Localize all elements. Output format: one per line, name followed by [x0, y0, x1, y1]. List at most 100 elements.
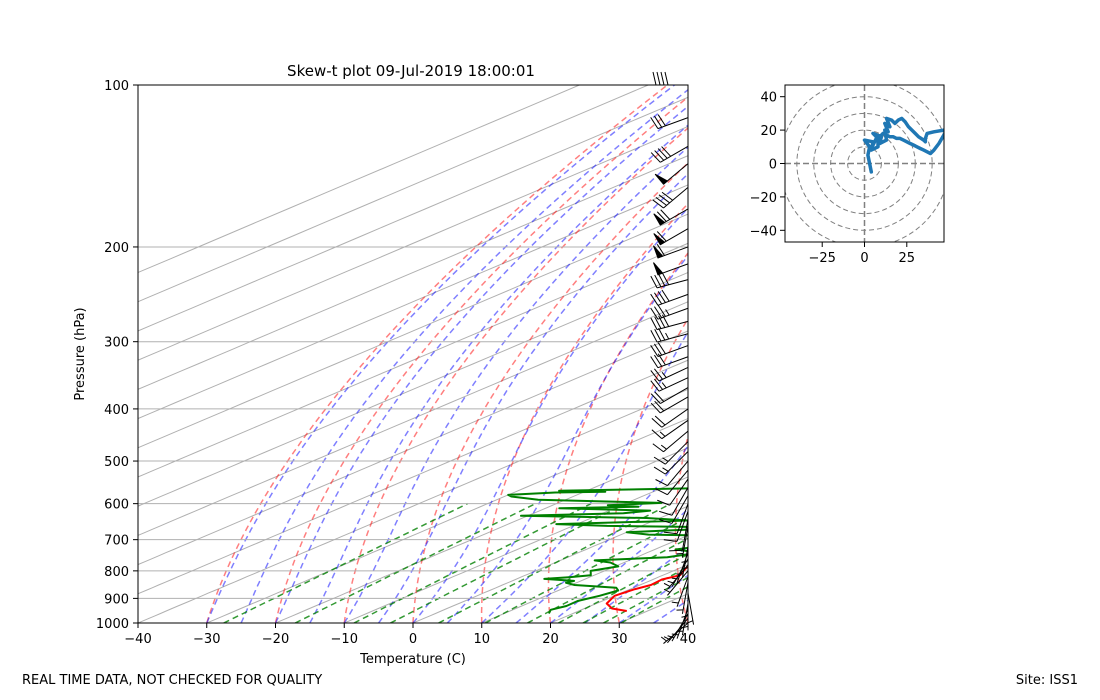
barb-full	[654, 368, 664, 380]
wind-barb	[650, 387, 689, 404]
barb-full	[661, 146, 672, 157]
hodograph-x-ticks: −25 0 25	[808, 242, 915, 266]
y-tick-label: 800	[104, 565, 129, 580]
y-tick-label: 600	[104, 498, 129, 513]
dry-adiabat-line	[795, 85, 988, 623]
isotherm-line	[412, 505, 688, 623]
moist-adiabat-line	[481, 330, 688, 623]
isotherm-line	[687, 622, 688, 623]
barb-full	[669, 549, 683, 552]
barb-full	[653, 466, 666, 475]
barb-staff	[660, 387, 689, 404]
isotherm-line	[206, 418, 688, 623]
barb-staff	[656, 320, 689, 331]
barb-staff	[687, 593, 695, 625]
barb-full	[658, 327, 666, 341]
hodograph-y-tick-label: 40	[760, 91, 777, 106]
moist-adiabat-line	[240, 88, 688, 623]
moist-adiabat-line	[515, 444, 688, 623]
barb-half	[667, 635, 675, 639]
barb-half	[663, 588, 671, 593]
barb-full	[664, 71, 669, 86]
wind-barb	[652, 187, 689, 209]
dry-adiabat-line	[612, 317, 688, 623]
barb-full	[655, 479, 668, 487]
barb-half	[660, 444, 667, 450]
chart-title: Skew-t plot 09-Jul-2019 18:00:01	[287, 62, 535, 80]
barb-staff	[658, 377, 689, 392]
hodograph-x-tick-label: 25	[899, 251, 916, 266]
dry-adiabat-line	[1013, 85, 1100, 623]
dry-adiabat-line	[907, 85, 1059, 623]
barb-staff	[657, 307, 689, 320]
wind-barb	[659, 495, 689, 524]
hodograph-y-ticks: 40 20 0 −20 −40	[750, 91, 785, 239]
x-tick-label: 20	[542, 632, 559, 647]
x-axis-ticks: −40 −30 −20 −10 0 10 20 30 40	[124, 623, 696, 647]
mixing-ratio-line	[620, 585, 688, 623]
barb-staff	[667, 570, 689, 596]
dry-adiabat-line	[674, 433, 688, 623]
barb-staff	[663, 430, 689, 453]
barb-staff	[671, 487, 689, 516]
barb-full	[651, 417, 663, 428]
mixing-ratio-line	[603, 576, 688, 623]
barb-full	[654, 329, 662, 342]
wind-barb	[650, 396, 689, 414]
barb-full	[650, 117, 659, 129]
barb-full	[654, 391, 665, 402]
moist-adiabat-line	[687, 622, 688, 623]
dry-adiabat-line	[852, 85, 1024, 623]
dry-adiabat-line	[1064, 85, 1100, 623]
barb-full	[655, 196, 667, 206]
wind-barb	[671, 576, 689, 607]
wind-barb	[659, 487, 689, 516]
barb-full	[660, 71, 665, 86]
barb-staff	[667, 617, 689, 644]
dry-adiabat-line	[480, 202, 688, 623]
barb-full	[657, 148, 668, 159]
hodograph-chart: −25 0 25 40 20 0 −20 −40	[750, 84, 945, 266]
wind-barb	[652, 71, 688, 86]
wind-barb	[663, 564, 689, 590]
barb-staff	[676, 503, 689, 534]
quality-disclaimer: REAL TIME DATA, NOT CHECKED FOR QUALITY	[22, 673, 323, 688]
barb-full	[654, 115, 663, 128]
y-tick-label: 300	[104, 336, 129, 351]
barb-full	[652, 199, 664, 209]
hodograph-rings	[785, 85, 944, 242]
barb-full	[654, 415, 666, 426]
barb-full	[652, 71, 657, 86]
wind-barb	[650, 305, 689, 320]
barb-staff	[657, 117, 689, 130]
barb-full	[655, 488, 668, 496]
barb-full	[654, 274, 662, 288]
dewpoint-trace	[507, 487, 688, 614]
hodograph-trace	[862, 116, 944, 174]
wind-barb	[653, 262, 689, 276]
y-tick-label: 700	[104, 534, 129, 549]
barb-half	[662, 467, 669, 472]
barb-staff	[676, 511, 689, 542]
barb-full	[654, 400, 665, 412]
barb-full	[661, 314, 670, 327]
barb-full	[654, 150, 665, 161]
mixing-ratio-line	[390, 502, 626, 623]
moist-adiabat-line	[206, 85, 675, 623]
isotherm-line	[138, 213, 688, 449]
isotherm-line	[138, 125, 688, 361]
skewt-chart: Skew-t plot 09-Jul-2019 18:00:01 −40 −30−…	[73, 62, 1100, 667]
barb-staff	[681, 546, 689, 578]
isotherm-line	[138, 96, 688, 332]
hodograph-y-tick-label: 0	[769, 158, 777, 173]
hodograph-x-tick-label: 0	[860, 251, 868, 266]
barb-full	[654, 316, 662, 329]
wind-barb	[650, 367, 689, 382]
wind-barb	[650, 342, 689, 357]
wind-barb	[651, 408, 689, 428]
wind-barb	[653, 228, 689, 246]
wind-barb	[653, 208, 689, 226]
barb-half	[659, 431, 666, 437]
wind-barb	[650, 314, 689, 331]
y-axis-ticks: 100 200 300 400 500 600 700 800 900 1000	[96, 79, 138, 632]
